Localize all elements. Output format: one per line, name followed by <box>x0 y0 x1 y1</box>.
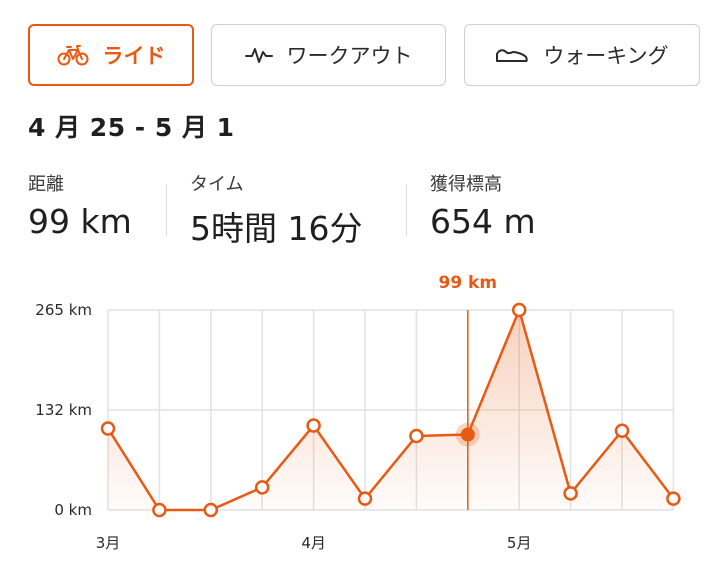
stat-time-label: タイム <box>190 174 244 195</box>
stat-elevation-value: 654 m <box>430 202 536 241</box>
shoe-icon <box>495 45 529 65</box>
series-line <box>106 308 675 512</box>
tab-ride-label: ライド <box>102 44 166 68</box>
tab-walking-label: ウォーキング <box>543 44 669 68</box>
data-point <box>203 502 219 518</box>
x-tick-label: 5月 <box>507 534 532 552</box>
data-point <box>254 480 270 495</box>
bike-icon <box>57 44 89 66</box>
stat-time: タイム 5時間 16分 <box>190 170 362 250</box>
data-point <box>409 428 424 444</box>
data-point <box>666 491 681 506</box>
activity-type-tabs: ライド ワークアウト ウォーキング <box>28 24 700 88</box>
stat-distance: 距離 99 km <box>28 170 132 241</box>
x-tick-label: 3月 <box>96 534 121 552</box>
data-point <box>563 486 578 501</box>
data-point <box>100 421 116 436</box>
stat-divider <box>406 184 407 236</box>
y-tick-label: 132 km <box>35 401 92 419</box>
stat-divider <box>166 184 167 236</box>
stat-elevation: 獲得標高 654 m <box>430 170 536 241</box>
tab-ride[interactable]: ライド <box>28 24 194 86</box>
data-point <box>152 502 167 518</box>
x-tick-label: 4月 <box>301 534 326 552</box>
tab-walking[interactable]: ウォーキング <box>464 24 700 86</box>
tab-workout-label: ワークアウト <box>286 44 413 68</box>
stat-elevation-label: 獲得標高 <box>430 174 502 195</box>
data-point-selected <box>460 427 475 442</box>
pulse-icon <box>244 45 273 65</box>
highlight-value-label: 99 km <box>438 273 497 293</box>
y-tick-label: 0 km <box>54 501 92 519</box>
y-tick-label: 265 km <box>35 301 92 319</box>
stat-distance-label: 距離 <box>28 174 64 195</box>
data-point <box>511 302 527 318</box>
tab-workout[interactable]: ワークアウト <box>211 24 446 86</box>
data-point <box>306 418 321 433</box>
stat-time-value: 5時間 16分 <box>190 209 363 248</box>
data-point <box>357 491 373 506</box>
data-point <box>614 423 630 439</box>
stat-distance-value: 99 km <box>28 202 132 241</box>
date-range: 4 月 25 - 5 月 1 <box>28 113 235 142</box>
